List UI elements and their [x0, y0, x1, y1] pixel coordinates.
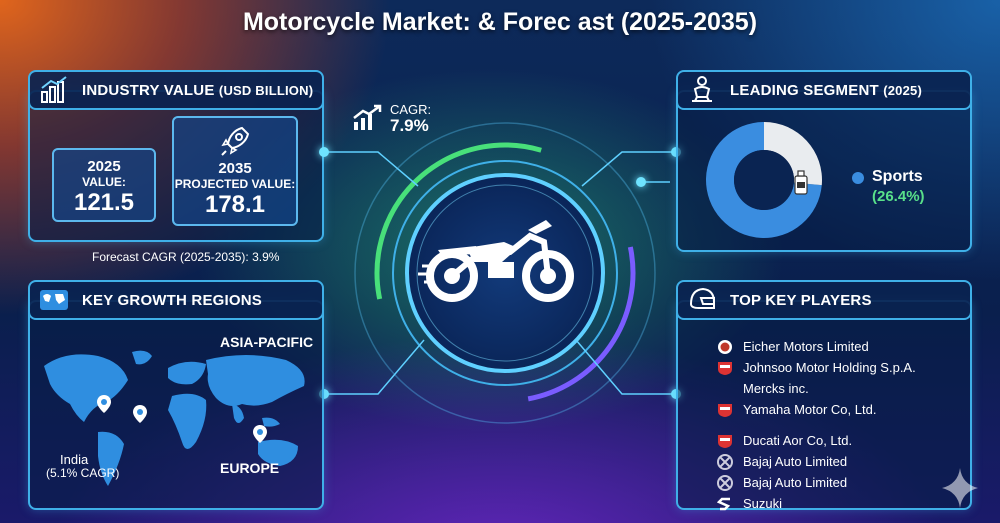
cagr-value: 7.9% — [390, 116, 429, 135]
player-name: Bajaj Auto Limited — [743, 454, 848, 469]
brand-wheel-icon — [716, 453, 734, 471]
player-name: Mercks inc. — [743, 381, 809, 396]
brand-badge-icon — [716, 338, 734, 356]
connector-dot — [636, 177, 646, 187]
page-title: Motorcycle Market: & Forec ast (2025-203… — [242, 8, 758, 36]
helmet-icon — [682, 282, 722, 318]
world-map-icon — [34, 282, 74, 318]
segment-donut-chart — [706, 122, 822, 238]
bar-chart-icon — [34, 72, 74, 108]
players-header-title: TOP KEY PLAYERS — [730, 291, 872, 309]
suzuki-s-icon — [716, 495, 734, 513]
regions-header-title: KEY GROWTH REGIONS — [82, 291, 263, 309]
top-key-players-header: TOP KEY PLAYERS — [676, 280, 972, 320]
segment-header-year: (2025) — [883, 82, 922, 98]
list-item: Suzuki — [716, 493, 916, 514]
player-name: Yamaha Motor Co, Ltd. — [743, 402, 877, 417]
player-name: Johnsoo Motor Holding S.p.A. — [743, 360, 916, 375]
value-2025-year: 2025 — [87, 158, 121, 175]
map-pin-icon — [97, 395, 111, 413]
donut-slice-primary — [706, 122, 822, 238]
list-item: Bajaj Auto Limited — [716, 472, 916, 493]
sports-legend-dot — [852, 172, 864, 184]
region-india: India — [60, 452, 89, 467]
region-europe: EUROPE — [220, 460, 280, 476]
map-pin-icon — [133, 405, 147, 423]
list-item: Eicher Motors Limited — [716, 336, 916, 357]
player-name: Ducati Aor Co, Ltd. — [743, 433, 853, 448]
segment-share: (26.4%) — [872, 188, 925, 205]
player-name: Suzuki — [743, 496, 783, 511]
segment-header-title: LEADING SEGMENT — [730, 81, 879, 99]
sparkle-icon — [942, 468, 978, 508]
key-growth-regions-header: KEY GROWTH REGIONS — [28, 280, 324, 320]
donut-slice-secondary — [764, 122, 822, 186]
forecast-cagr-note: Forecast CAGR (2025-2035): 3.9% — [92, 250, 280, 264]
list-item: Johnsoo Motor Holding S.p.A. — [716, 357, 916, 378]
world-map — [44, 350, 305, 486]
region-asia-pacific: ASIA-PACIFIC — [220, 334, 314, 350]
brand-wheel-icon — [716, 474, 734, 492]
region-india-cagr: (5.1% CAGR) — [46, 466, 120, 480]
list-item: Yamaha Motor Co, Ltd. — [716, 399, 916, 420]
list-item: Ducati Aor Co, Ltd. — [716, 430, 916, 451]
value-2035-box: 2035 PROJECTED VALUE: 178.1 — [172, 116, 298, 226]
player-name: Bajaj Auto Limited — [743, 475, 848, 490]
brand-shield-icon — [716, 432, 734, 450]
fuel-bottle-icon — [794, 170, 808, 195]
industry-value-header: INDUSTRY VALUE (USD BILLION) — [28, 70, 324, 110]
connector-dot — [319, 147, 329, 157]
value-2035-number: 178.1 — [204, 191, 266, 218]
brand-shield-icon — [716, 401, 734, 419]
list-item: Mercks inc. — [716, 378, 916, 399]
connector-dot — [319, 389, 329, 399]
rocket-icon — [174, 122, 296, 160]
segment-name: Sports — [872, 168, 923, 185]
value-2025-number: 121.5 — [73, 189, 135, 216]
cagr-label: CAGR: — [390, 102, 432, 117]
growth-chart-icon — [352, 104, 384, 137]
value-2035-year: 2035 — [218, 160, 252, 177]
industry-header-unit: (USD BILLION) — [218, 82, 314, 98]
players-list: Eicher Motors Limited Johnsoo Motor Hold… — [716, 336, 916, 514]
map-pin-icon — [253, 425, 267, 443]
value-2025-box: 2025 VALUE: 121.5 — [52, 148, 156, 222]
motorcycle-icon — [418, 220, 574, 302]
rider-seat-icon — [682, 72, 722, 108]
leading-segment-header: LEADING SEGMENT (2025) — [676, 70, 972, 110]
brand-shield-icon — [716, 359, 734, 377]
list-item: Bajaj Auto Limited — [716, 451, 916, 472]
value-2035-label: PROJECTED VALUE: — [174, 177, 296, 191]
industry-header-title: INDUSTRY VALUE — [82, 81, 215, 99]
player-name: Eicher Motors Limited — [743, 339, 869, 354]
value-2025-label: VALUE: — [82, 175, 126, 189]
